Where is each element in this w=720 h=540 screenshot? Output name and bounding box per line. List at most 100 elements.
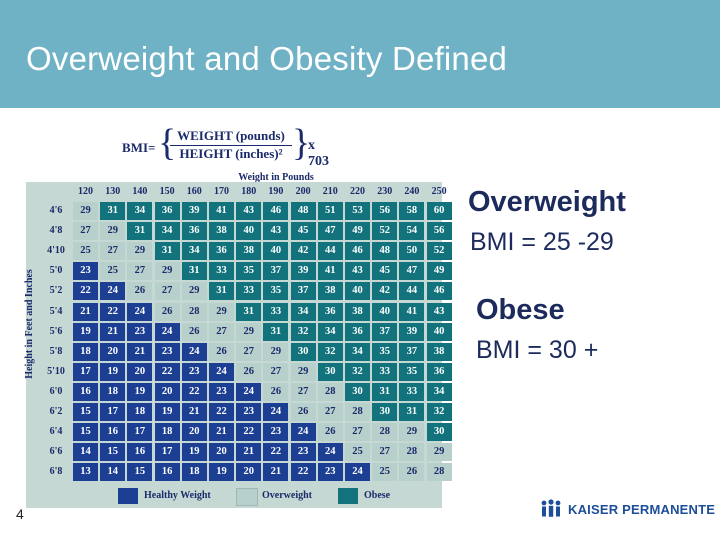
bmi-cell: 36 [209,242,234,261]
bmi-cell: 33 [263,302,289,321]
bmi-cell: 45 [290,222,316,241]
bmi-cell: 26 [127,282,153,301]
bmi-cell: 17 [73,362,98,381]
bmi-cell: 46 [426,282,452,301]
bmi-cell: 25 [372,463,398,482]
bmi-cell: 26 [209,342,234,361]
bmi-cell: 34 [345,342,370,361]
bmi-cell: 40 [345,282,370,301]
bmi-cell: 18 [73,342,98,361]
bmi-cell: 25 [100,262,126,281]
formula-label: BMI= [122,140,156,155]
bmi-cell: 41 [317,262,343,281]
kaiser-logo: KAISER PERMANENTE [540,498,715,520]
bmi-cell: 23 [127,322,153,341]
bmi-cell: 18 [181,463,207,482]
weight-header-180: 180 [241,186,257,197]
bmi-cell: 30 [290,342,316,361]
bmi-cell: 36 [154,202,180,220]
bmi-cell: 31 [154,242,180,261]
bmi-cell: 19 [181,443,207,462]
height-label: 6'2 [49,406,63,417]
bmi-cell: 17 [100,403,126,421]
bmi-cell: 41 [209,202,234,220]
bmi-cell: 38 [209,222,234,241]
bmi-cell: 54 [399,222,425,241]
bmi-cell: 53 [345,202,370,220]
bmi-cell: 49 [426,262,452,281]
bmi-cell: 35 [372,342,398,361]
formula-multiplier: x 703 [308,138,329,169]
bmi-cell: 34 [317,322,343,341]
kaiser-logo-text: KAISER PERMANENTE [568,501,716,517]
formula-left-brace: { [158,122,177,164]
bmi-cell: 28 [372,423,398,442]
bmi-cell: 23 [181,362,207,381]
weight-header-150: 150 [159,186,175,197]
bmi-cell: 15 [73,423,98,442]
bmi-cell: 29 [399,423,425,442]
bmi-cell: 16 [127,443,153,462]
bmi-cell: 22 [100,302,126,321]
height-label: 5'4 [49,305,63,317]
weight-header-230: 230 [377,186,393,197]
bmi-cell: 29 [236,322,262,341]
legend-swatch-obese [338,488,358,504]
bmi-cell: 47 [399,262,425,281]
bmi-cell: 26 [154,302,180,321]
bmi-cell: 23 [236,403,262,421]
height-label: 4'10 [47,245,65,257]
formula-numerator: WEIGHT (pounds) [170,128,292,146]
height-axis-title: Height in Feet and Inches [24,269,35,379]
bmi-cell: 43 [426,302,452,321]
weight-header-120: 120 [78,186,93,197]
bmi-cell: 21 [236,443,262,462]
height-label: 4'8 [49,225,63,237]
bmi-cell: 17 [127,423,153,442]
bmi-cell: 38 [345,302,370,321]
bmi-cell: 40 [372,302,398,321]
bmi-cell: 52 [426,242,452,261]
bmi-cell: 25 [345,443,370,462]
bmi-cell: 37 [399,342,425,361]
bmi-cell: 15 [127,463,153,482]
bmi-cell: 36 [317,302,343,321]
bmi-cell: 32 [345,362,370,381]
bmi-cell: 16 [73,382,98,401]
bmi-cell: 22 [290,463,316,482]
obese-heading: Obese [476,294,565,326]
bmi-cell: 27 [236,342,262,361]
bmi-cell: 34 [426,382,452,401]
bmi-cell: 27 [100,242,126,261]
legend-swatch-healthy [118,488,138,504]
bmi-cell: 31 [399,403,425,421]
weight-header-190: 190 [268,186,284,197]
bmi-chart-figure: BMI= { WEIGHT (pounds) HEIGHT (inches)² … [22,108,452,512]
height-label: 5'10 [47,365,65,377]
bmi-cell: 17 [154,443,180,462]
bmi-cell: 21 [181,403,207,421]
bmi-cell: 43 [263,222,289,241]
height-label: 5'0 [49,265,63,277]
bmi-cell: 34 [181,242,207,261]
bmi-cell: 14 [100,463,126,482]
height-label: 5'6 [49,325,63,337]
bmi-cell: 13 [73,463,98,482]
bmi-cell: 48 [290,202,316,220]
bmi-cell: 21 [263,463,289,482]
height-label: 5'2 [49,285,63,297]
bmi-cell: 25 [73,242,98,261]
bmi-cell: 56 [372,202,398,220]
legend-swatch-overweight [236,488,258,506]
bmi-cell: 29 [209,302,234,321]
weight-header-140: 140 [132,186,148,197]
bmi-cell: 22 [73,282,98,301]
height-label: 4'6 [49,205,63,216]
height-label: 6'4 [49,426,63,438]
bmi-cell: 33 [372,362,398,381]
bmi-cell: 22 [181,382,207,401]
height-label: 6'6 [49,446,63,458]
bmi-cell: 16 [100,423,126,442]
bmi-cell: 34 [127,202,153,220]
bmi-cell: 29 [73,202,98,220]
